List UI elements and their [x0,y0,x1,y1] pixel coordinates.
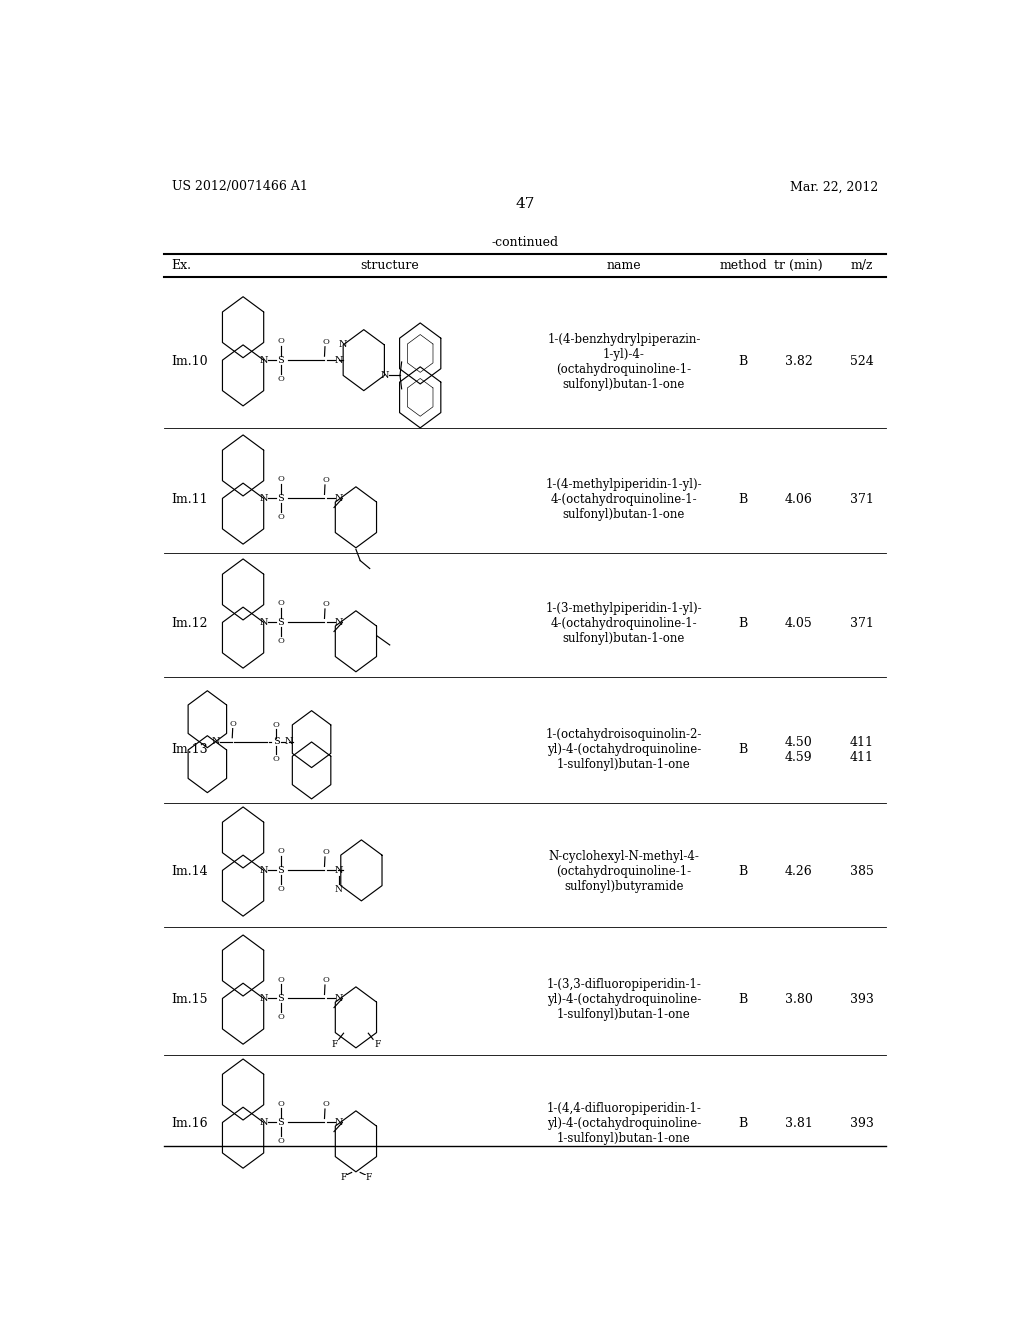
Text: Im.16: Im.16 [172,1118,208,1130]
Text: N: N [259,866,268,875]
Text: 3.80: 3.80 [784,994,812,1006]
Text: 1-(3,3-difluoropiperidin-1-
yl)-4-(octahydroquinoline-
1-sulfonyl)butan-1-one: 1-(3,3-difluoropiperidin-1- yl)-4-(octah… [547,978,701,1022]
Text: N: N [380,371,389,380]
Text: Im.11: Im.11 [172,494,208,507]
Text: 385: 385 [850,866,874,878]
Text: Im.15: Im.15 [172,994,208,1006]
Text: 4.05: 4.05 [784,618,812,631]
Text: Ex.: Ex. [172,259,191,272]
Text: 3.81: 3.81 [784,1118,812,1130]
Text: 1-(3-methylpiperidin-1-yl)-
4-(octahydroquinoline-1-
sulfonyl)butan-1-one: 1-(3-methylpiperidin-1-yl)- 4-(octahydro… [546,602,702,645]
Text: B: B [738,618,748,631]
Text: N: N [335,355,343,364]
Text: B: B [738,866,748,878]
Text: S: S [278,494,285,503]
Text: O: O [278,847,285,855]
Text: O: O [278,475,285,483]
Text: 393: 393 [850,994,874,1006]
Text: 524: 524 [850,355,873,368]
Text: F: F [332,1040,338,1048]
Text: Im.14: Im.14 [172,866,208,878]
Text: tr (min): tr (min) [774,259,823,272]
Text: O: O [278,975,285,983]
Text: N: N [259,994,268,1003]
Text: O: O [323,601,329,609]
Text: Im.13: Im.13 [172,743,208,756]
Text: 1-(4-methylpiperidin-1-yl)-
4-(octahydroquinoline-1-
sulfonyl)butan-1-one: 1-(4-methylpiperidin-1-yl)- 4-(octahydro… [546,478,702,521]
Text: 4.06: 4.06 [784,494,812,507]
Text: O: O [278,375,285,383]
Text: 371: 371 [850,618,874,631]
Text: S: S [278,618,285,627]
Text: Im.12: Im.12 [172,618,208,631]
Text: S: S [278,355,285,364]
Text: O: O [272,755,280,763]
Text: Mar. 22, 2012: Mar. 22, 2012 [790,181,878,193]
Text: Im.10: Im.10 [172,355,208,368]
Text: 371: 371 [850,494,874,507]
Text: name: name [606,259,641,272]
Text: N: N [259,1118,268,1127]
Text: 1-(octahydroisoquinolin-2-
yl)-4-(octahydroquinoline-
1-sulfonyl)butan-1-one: 1-(octahydroisoquinolin-2- yl)-4-(octahy… [546,729,702,771]
Text: O: O [230,719,237,729]
Text: O: O [278,337,285,346]
Text: N: N [335,1118,343,1127]
Text: S: S [272,737,280,746]
Text: S: S [278,994,285,1003]
Text: N: N [259,494,268,503]
Text: 4.26: 4.26 [784,866,812,878]
Text: B: B [738,743,748,756]
Text: N: N [335,866,343,875]
Text: O: O [278,1138,285,1146]
Text: O: O [323,1100,329,1109]
Text: O: O [278,1100,285,1107]
Text: m/z: m/z [851,259,873,272]
Text: structure: structure [360,259,419,272]
Text: 3.82: 3.82 [784,355,812,368]
Text: N: N [335,618,343,627]
Text: O: O [323,338,329,346]
Text: 393: 393 [850,1118,874,1130]
Text: 47: 47 [515,197,535,211]
Text: N: N [339,341,347,350]
Text: B: B [738,994,748,1006]
Text: O: O [278,886,285,894]
Text: B: B [738,1118,748,1130]
Text: O: O [278,599,285,607]
Text: O: O [278,1014,285,1022]
Text: method: method [719,259,767,272]
Text: N: N [285,737,293,746]
Text: B: B [738,355,748,368]
Text: -continued: -continued [492,236,558,249]
Text: O: O [323,847,329,857]
Text: US 2012/0071466 A1: US 2012/0071466 A1 [172,181,307,193]
Text: N: N [335,994,343,1003]
Text: N: N [335,494,343,503]
Text: N-cyclohexyl-N-methyl-4-
(octahydroquinoline-1-
sulfonyl)butyramide: N-cyclohexyl-N-methyl-4- (octahydroquino… [549,850,699,894]
Text: N: N [259,618,268,627]
Text: O: O [278,513,285,521]
Text: N: N [212,737,220,746]
Text: F: F [340,1173,347,1183]
Text: O: O [272,721,280,729]
Text: F: F [374,1040,381,1048]
Text: O: O [323,977,329,985]
Text: S: S [278,1118,285,1127]
Text: O: O [323,477,329,484]
Text: B: B [738,494,748,507]
Text: N: N [335,884,343,894]
Text: 1-(4,4-difluoropiperidin-1-
yl)-4-(octahydroquinoline-
1-sulfonyl)butan-1-one: 1-(4,4-difluoropiperidin-1- yl)-4-(octah… [547,1102,701,1146]
Text: N: N [259,355,268,364]
Text: 411
411: 411 411 [850,737,874,764]
Text: 4.50
4.59: 4.50 4.59 [784,737,812,764]
Text: F: F [366,1173,372,1183]
Text: 1-(4-benzhydrylpiperazin-
1-yl)-4-
(octahydroquinoline-1-
sulfonyl)butan-1-one: 1-(4-benzhydrylpiperazin- 1-yl)-4- (octa… [547,333,700,391]
Text: O: O [278,638,285,645]
Text: S: S [278,866,285,875]
